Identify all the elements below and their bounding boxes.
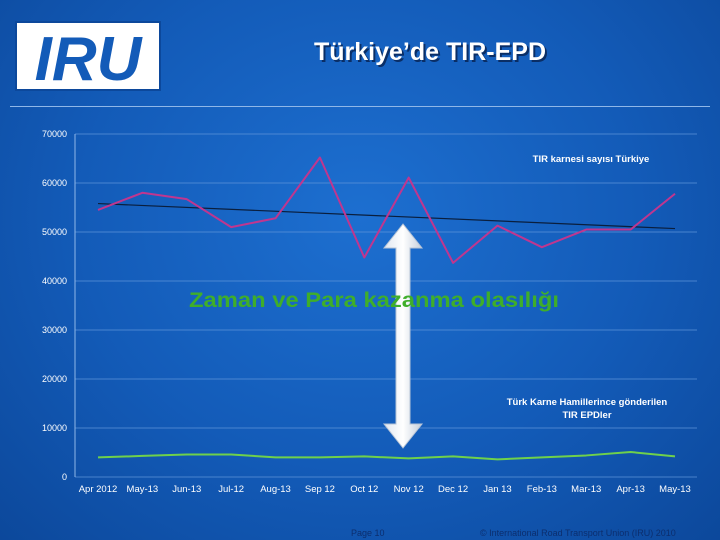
slide-title: Türkiye’de TIR-EPD	[314, 38, 546, 66]
y-tick-label: 10000	[42, 423, 67, 433]
annotation-text: Zaman ve Para kazanma olasılığı	[189, 289, 559, 312]
x-tick-label: Nov 12	[394, 484, 424, 495]
y-tick-label: 20000	[42, 374, 67, 384]
double-arrow	[382, 223, 424, 449]
x-tick-label: Jul-12	[218, 484, 244, 495]
copyright-notice: © International Road Transport Union (IR…	[480, 528, 676, 538]
y-tick-label: 50000	[42, 227, 67, 237]
series-label-epd-line1: Türk Karne Hamillerince gönderilen	[507, 397, 668, 408]
y-tick-label: 70000	[42, 129, 67, 139]
x-tick-label: Oct 12	[350, 484, 378, 495]
title-divider	[10, 106, 710, 107]
x-tick-label: Apr-13	[616, 484, 645, 495]
x-tick-label: Mar-13	[571, 484, 601, 495]
x-tick-label: May-13	[659, 484, 691, 495]
series-label-tir: TIR karnesi sayısı Türkiye	[533, 154, 650, 165]
series-line-epd	[97, 451, 676, 461]
x-tick-label: Sep 12	[305, 484, 335, 495]
x-tick-label: May-13	[127, 484, 159, 495]
x-tick-label: Dec 12	[438, 484, 468, 495]
y-tick-label: 40000	[42, 276, 67, 286]
x-tick-label: Jun-13	[172, 484, 201, 495]
x-tick-label: Jan 13	[483, 484, 512, 495]
x-tick-label: Apr 2012	[79, 484, 118, 495]
series-label-epd-line2: TIR EPDler	[562, 410, 611, 421]
series-line-tir	[97, 156, 676, 264]
x-tick-label: Aug-13	[260, 484, 291, 495]
x-tick-label: Feb-13	[527, 484, 557, 495]
iru-logo: IRU	[15, 21, 161, 92]
line-chart: 0 10000 20000 30000 40000 50000 60000 70000 Apr …	[42, 129, 697, 495]
y-tick-label: 0	[62, 472, 67, 482]
y-tick-label: 30000	[42, 325, 67, 335]
iru-logo-text: IRU	[35, 25, 144, 92]
page-number: Page 10	[351, 528, 385, 538]
y-tick-label: 60000	[42, 178, 67, 188]
